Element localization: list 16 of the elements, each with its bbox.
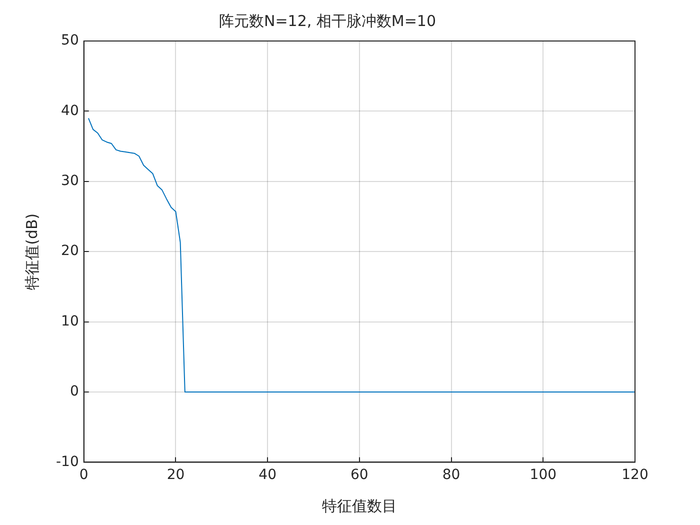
- x-tick-label: 120: [622, 467, 648, 484]
- x-tick-label: 80: [442, 467, 460, 484]
- chart-title: 阵元数N=12, 相干脉冲数M=10: [218, 12, 436, 30]
- y-tick-label: -10: [56, 454, 79, 470]
- y-tick-label: 10: [61, 313, 79, 330]
- y-tick-label: 20: [61, 243, 79, 260]
- x-tick-label: 40: [258, 467, 276, 484]
- x-axis-title: 特征值数目: [322, 496, 397, 515]
- y-tick-label: 40: [61, 102, 79, 119]
- x-tick-label: 20: [166, 467, 185, 484]
- y-tick-label: 0: [70, 384, 79, 400]
- x-tick-label: 100: [530, 467, 557, 484]
- x-tick-label: 60: [350, 467, 368, 484]
- y-tick-label: 50: [61, 32, 79, 49]
- y-tick-label: 30: [61, 173, 79, 190]
- y-axis-title: 特征值(dB): [22, 213, 41, 290]
